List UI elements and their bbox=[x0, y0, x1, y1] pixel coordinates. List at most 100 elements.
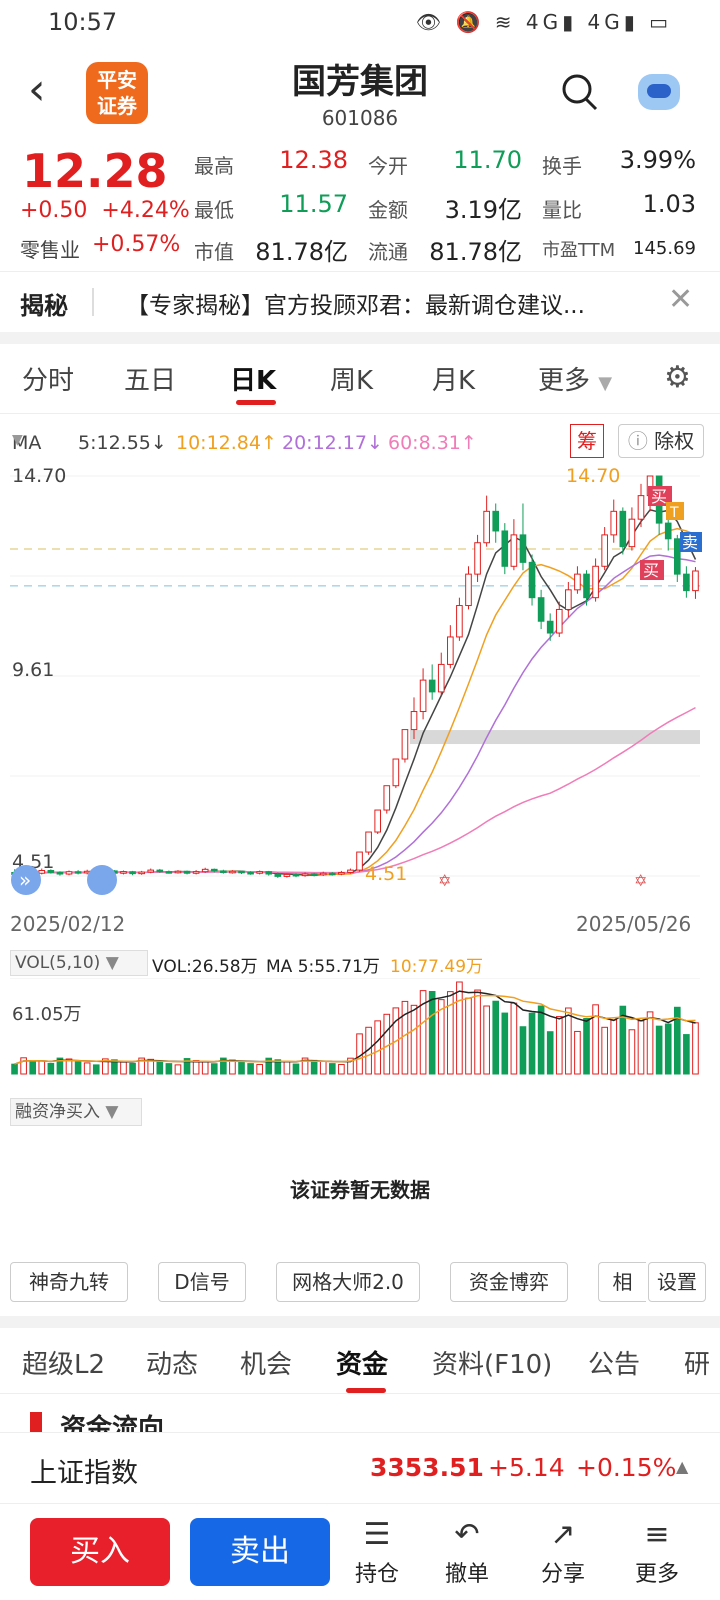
chip-distribution-button[interactable]: 筹 bbox=[570, 424, 604, 458]
banner-text[interactable]: 【专家揭秘】官方投顾邓君：最新调仓建议... bbox=[126, 293, 585, 319]
tab-daily-k[interactable]: 日K bbox=[230, 366, 277, 396]
stat-value: 1.03 bbox=[642, 190, 696, 218]
banner-divider bbox=[92, 288, 94, 316]
financing-selector[interactable]: 融资净买入 ▼ bbox=[10, 1098, 142, 1126]
stock-code: 601086 bbox=[321, 106, 399, 130]
volume-bar bbox=[174, 1064, 182, 1075]
active-tab-indicator bbox=[236, 400, 276, 405]
ma60-line bbox=[14, 706, 696, 876]
volume-indicator-selector[interactable]: VOL(5,10) ▼ bbox=[10, 950, 148, 976]
section-marker bbox=[30, 1412, 42, 1432]
tab-monthly-k[interactable]: 月K bbox=[432, 366, 476, 396]
more-button[interactable]: ≡ 更多 bbox=[622, 1514, 692, 1588]
volume-bar bbox=[555, 1016, 563, 1075]
candle bbox=[565, 589, 572, 610]
volume-bar bbox=[338, 1064, 345, 1075]
candle bbox=[147, 869, 155, 873]
expert-banner[interactable]: 揭秘 【专家揭秘】官方投顾邓君：最新调仓建议... ✕ bbox=[0, 272, 720, 332]
positions-button[interactable]: ☰ 持仓 bbox=[342, 1514, 412, 1588]
stat-label: 最低 bbox=[194, 198, 234, 222]
candle bbox=[129, 871, 136, 875]
quote-panel: 12.28 +0.50 +4.24% 零售业 +0.57% 最高 12.38 今… bbox=[0, 140, 720, 272]
broker-logo: 平安 证券 bbox=[86, 62, 148, 124]
stat-value: 145.69 bbox=[633, 238, 696, 259]
tab-weekly-k[interactable]: 周K bbox=[330, 366, 374, 396]
stat-label: 市盈TTM bbox=[542, 240, 616, 261]
tool-partial[interactable]: 相 bbox=[598, 1262, 646, 1302]
volume-bar bbox=[474, 989, 481, 1075]
candle bbox=[383, 785, 391, 811]
sell-button[interactable]: 卖出 bbox=[190, 1518, 330, 1586]
volume-bar bbox=[592, 1004, 599, 1075]
candle bbox=[574, 573, 581, 591]
sell-marker bbox=[680, 532, 702, 552]
volume-bar bbox=[201, 1060, 209, 1075]
candle bbox=[637, 495, 645, 520]
tab-news[interactable]: 动态 bbox=[146, 1350, 199, 1380]
assistant-robot-icon[interactable] bbox=[638, 74, 680, 110]
tool-magic-nine[interactable]: 神奇九转 bbox=[10, 1262, 128, 1302]
index-pct: +0.15% bbox=[576, 1453, 677, 1482]
tool-settings-button[interactable]: 设置 bbox=[648, 1262, 706, 1302]
ma20-value: 20:12.17↓ bbox=[282, 432, 383, 454]
volume-bar bbox=[274, 1059, 282, 1075]
candle bbox=[38, 870, 46, 874]
candle bbox=[465, 573, 472, 607]
candle bbox=[555, 608, 563, 634]
candle bbox=[283, 873, 291, 877]
candle bbox=[74, 871, 82, 874]
candle bbox=[583, 573, 590, 599]
candle bbox=[292, 873, 300, 877]
undo-icon: ↶ bbox=[454, 1517, 480, 1552]
search-icon[interactable] bbox=[560, 72, 600, 112]
volume-bar bbox=[447, 991, 454, 1075]
tab-announcements[interactable]: 公告 bbox=[588, 1350, 641, 1380]
tool-fund-game[interactable]: 资金博弈 bbox=[450, 1262, 568, 1302]
tool-d-signal[interactable]: D信号 bbox=[158, 1262, 246, 1302]
cancel-order-button[interactable]: ↶ 撤单 bbox=[432, 1514, 502, 1588]
gear-icon[interactable]: ⚙ bbox=[664, 360, 691, 395]
index-ticker[interactable]: 上证指数 3353.51 +5.14 +0.15% ▲ bbox=[0, 1432, 720, 1504]
back-icon[interactable]: ‹ bbox=[28, 64, 46, 115]
chevron-down-icon: ▼ bbox=[598, 373, 613, 394]
share-button[interactable]: ↗ 分享 bbox=[528, 1514, 598, 1588]
volume-bar bbox=[56, 1057, 64, 1075]
tab-opportunity[interactable]: 机会 bbox=[240, 1350, 293, 1380]
ma5-value: 5:12.55↓ bbox=[78, 432, 167, 454]
chevron-up-icon[interactable]: ▲ bbox=[676, 1457, 689, 1476]
volume-bar bbox=[419, 990, 427, 1075]
section-title: 资金流向 bbox=[60, 1414, 165, 1432]
volume-bar bbox=[383, 1013, 391, 1075]
buy-button[interactable]: 买入 bbox=[30, 1518, 170, 1586]
peak-price-label: 14.70 bbox=[566, 466, 620, 487]
volume-bar bbox=[111, 1059, 118, 1075]
tab-intraday[interactable]: 分时 bbox=[22, 366, 75, 396]
candle bbox=[201, 868, 209, 873]
status-bar: 10:57 👁 🔕 ≋ 4G▮ 4G▮ ▭ bbox=[0, 0, 720, 44]
volume-chart[interactable]: 61.05万 bbox=[10, 978, 710, 1096]
candle bbox=[319, 872, 327, 876]
candle bbox=[664, 522, 672, 540]
volume-bar bbox=[319, 1060, 327, 1075]
tab-super-l2[interactable]: 超级L2 bbox=[22, 1350, 106, 1380]
candle bbox=[120, 871, 127, 874]
volume-bar bbox=[165, 1063, 173, 1075]
sector-change: +0.57% bbox=[92, 232, 181, 257]
tab-funds[interactable]: 资金 bbox=[336, 1350, 389, 1380]
event-icon: ✡ bbox=[634, 871, 647, 890]
volume-bar bbox=[410, 1004, 418, 1075]
ex-rights-button[interactable]: ⓘ 除权 bbox=[618, 424, 704, 458]
tab-more[interactable]: 更多 ▼ bbox=[538, 366, 613, 396]
volume-bar bbox=[29, 1060, 37, 1075]
low-price-label: 4.51 bbox=[365, 863, 407, 885]
tool-grid-master[interactable]: 网格大师2.0 bbox=[276, 1262, 420, 1302]
tab-research[interactable]: 研 bbox=[684, 1350, 711, 1380]
candle bbox=[229, 870, 236, 874]
y-axis-label: 14.70 bbox=[12, 466, 66, 487]
tab-f10[interactable]: 资料(F10) bbox=[432, 1350, 553, 1380]
volume-bar bbox=[628, 1029, 636, 1075]
tab-five-day[interactable]: 五日 bbox=[124, 366, 177, 396]
close-icon[interactable]: ✕ bbox=[668, 282, 694, 317]
candle bbox=[528, 561, 536, 599]
